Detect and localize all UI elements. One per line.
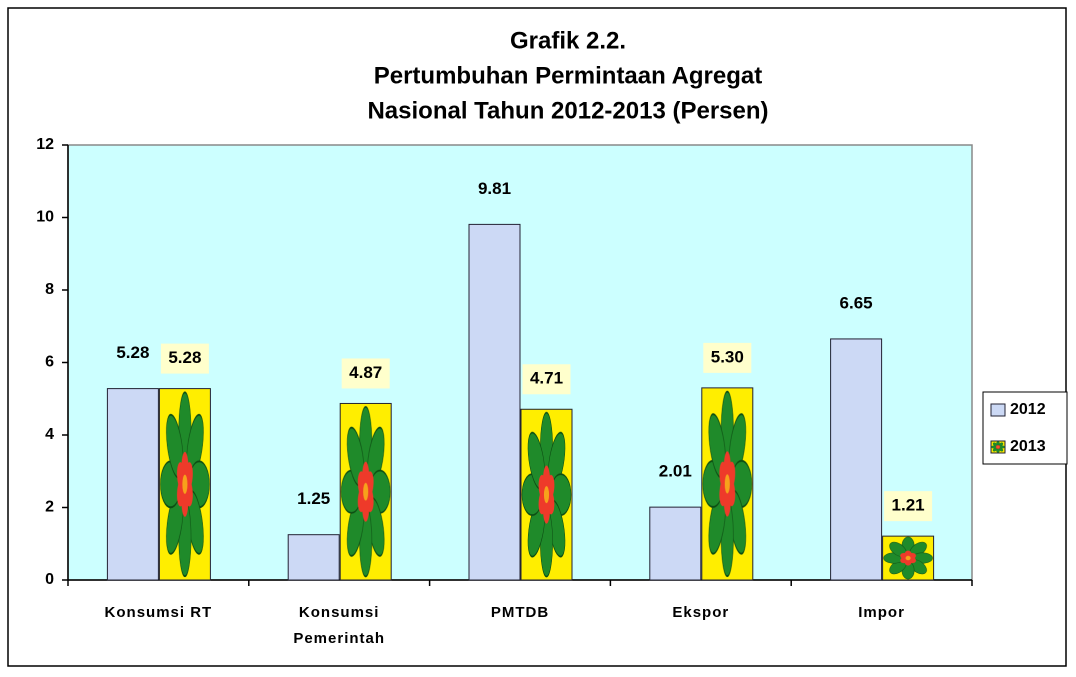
bar — [702, 388, 753, 580]
value-label: 1.21 — [892, 496, 925, 515]
bar — [288, 535, 339, 580]
legend-label: 2012 — [1010, 401, 1046, 418]
chart-subtitle: Pertumbuhan Permintaan Agregat — [374, 62, 763, 89]
value-label: 5.28 — [168, 348, 201, 367]
bar — [831, 339, 882, 580]
bar — [107, 389, 158, 580]
value-label: 5.28 — [116, 343, 149, 362]
value-label: 4.87 — [349, 363, 382, 382]
bar — [159, 389, 210, 580]
value-label: 4.71 — [530, 369, 563, 388]
value-label: 9.81 — [478, 179, 511, 198]
value-label: 6.65 — [840, 293, 873, 312]
x-tick-label: Konsumsi RT — [83, 600, 233, 626]
legend-marker — [991, 441, 1005, 453]
y-tick-label: 8 — [45, 281, 54, 298]
value-label: 5.30 — [711, 347, 744, 366]
x-tick-label: Ekspor — [626, 600, 776, 626]
value-label: 2.01 — [659, 462, 692, 481]
x-tick-label: PMTDB — [445, 600, 595, 626]
bar — [650, 507, 701, 580]
chart-subtitle: Nasional Tahun 2012-2013 (Persen) — [367, 97, 768, 124]
legend-marker — [991, 404, 1005, 416]
bar — [883, 536, 934, 580]
page: Grafik 2.2. Pertumbuhan Permintaan Agreg… — [0, 0, 1076, 677]
legend-label: 2013 — [1010, 438, 1046, 455]
x-tick-label: Impor — [807, 600, 957, 626]
bar — [469, 224, 520, 580]
chart: Grafik 2.2. Pertumbuhan Permintaan Agreg… — [0, 0, 1076, 677]
y-tick-label: 0 — [45, 571, 54, 588]
y-tick-label: 6 — [45, 354, 54, 371]
y-tick-label: 4 — [45, 426, 54, 443]
y-tick-label: 2 — [45, 499, 54, 516]
bar — [521, 409, 572, 580]
bar — [340, 403, 391, 580]
value-label: 1.25 — [297, 489, 330, 508]
chart-title: Grafik 2.2. — [510, 27, 626, 54]
y-tick-label: 12 — [36, 136, 54, 153]
x-tick-label: Konsumsi Pemerintah — [264, 600, 414, 652]
y-tick-label: 10 — [36, 209, 54, 226]
